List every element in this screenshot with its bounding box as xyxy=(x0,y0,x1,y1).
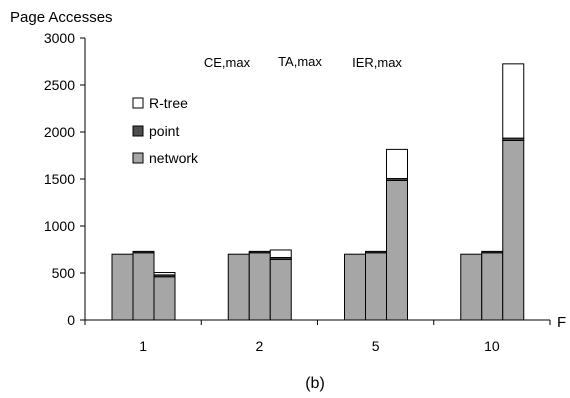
legend-label-1: point xyxy=(149,123,179,139)
bar-5-cemax-network xyxy=(344,253,366,321)
bar-5-tamax-network xyxy=(365,252,387,321)
bar-1-iermax-network xyxy=(153,276,176,321)
y-tick-label-6: 3000 xyxy=(44,30,75,46)
method-label-1: TA,max xyxy=(278,54,322,69)
y-axis-label: Page Accesses xyxy=(10,9,113,26)
bar-1-tamax-point xyxy=(132,250,155,254)
bar-10-tamax-point xyxy=(481,250,504,254)
x-tick-label-0: 1 xyxy=(139,338,147,354)
legend-swatch-1 xyxy=(132,125,144,137)
caption: (b) xyxy=(305,375,325,392)
bar-5-iermax-network xyxy=(386,179,408,321)
legend-swatch-0 xyxy=(132,97,144,109)
bar-1-iermax-rtree xyxy=(153,272,176,276)
x-tick-label-3: 10 xyxy=(484,338,500,354)
method-label-0: CE,max xyxy=(204,55,251,70)
x-axis-label: F xyxy=(557,314,566,331)
bar-10-tamax-network xyxy=(481,252,504,321)
bar-2-cemax-network xyxy=(227,253,250,321)
bar-2-tamax-point xyxy=(248,250,271,254)
x-tick-label-2: 5 xyxy=(372,338,380,354)
bar-1-cemax-network xyxy=(111,253,134,321)
y-tick-label-1: 500 xyxy=(52,265,76,281)
bar-10-iermax-rtree xyxy=(502,63,525,139)
bar-1-tamax-network xyxy=(132,252,155,321)
y-tick-label-4: 2000 xyxy=(44,124,75,140)
y-tick-label-2: 1000 xyxy=(44,218,75,234)
bar-5-tamax-point xyxy=(365,250,387,254)
y-tick-label-0: 0 xyxy=(67,312,75,328)
y-tick-label-3: 1500 xyxy=(44,171,75,187)
bar-10-cemax-network xyxy=(460,253,483,321)
bar-2-iermax-network xyxy=(269,258,292,321)
plot-area: 0 500 1000 1500 2000 2500 3000 1 2 5 10 CE,max TA,ma… xyxy=(44,30,551,354)
y-tick-label-5: 2500 xyxy=(44,77,75,93)
legend-swatch-2 xyxy=(132,152,144,164)
legend-label-2: network xyxy=(149,150,199,166)
bar-10-iermax-network xyxy=(502,139,525,321)
bar-5-iermax-rtree xyxy=(386,148,408,180)
bar-2-iermax-rtree xyxy=(269,249,292,258)
bar-2-tamax-network xyxy=(248,252,271,321)
legend-label-0: R-tree xyxy=(149,95,188,111)
x-tick-label-1: 2 xyxy=(255,338,263,354)
method-label-2: IER,max xyxy=(352,55,402,70)
